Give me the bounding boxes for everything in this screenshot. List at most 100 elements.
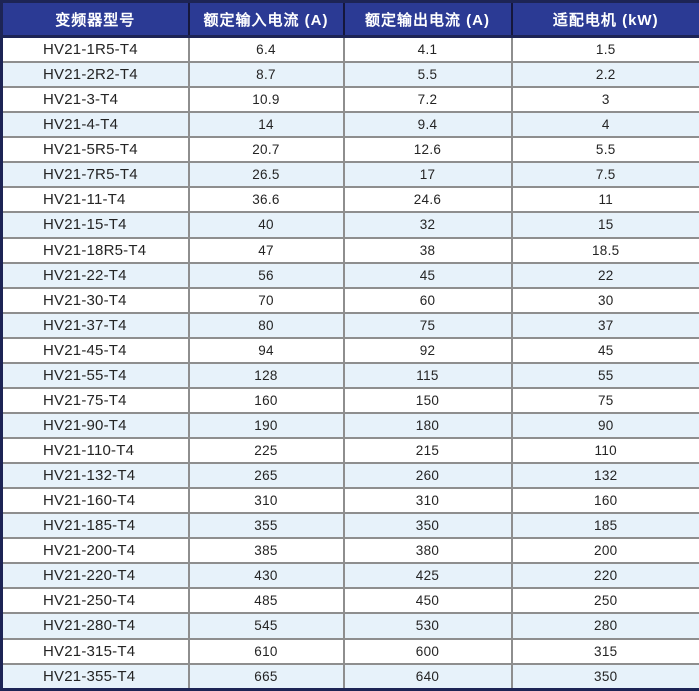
- value-cell: 545: [187, 612, 345, 640]
- value-cell: 6.4: [187, 35, 345, 64]
- model-cell: HV21-355-T4: [0, 662, 190, 691]
- model-cell: HV21-185-T4: [0, 512, 190, 540]
- value-cell: 5.5: [342, 61, 513, 89]
- model-cell: HV21-132-T4: [0, 462, 190, 490]
- value-cell: 55: [510, 361, 699, 389]
- table-row: HV21-280-T4 545 530 280: [0, 612, 699, 640]
- value-cell: 56: [187, 261, 345, 289]
- table-header: 变频器型号 额定输入电流 (A) 额定输出电流 (A) 适配电机 (kW): [1, 1, 699, 38]
- header-adapted-motor: 适配电机 (kW): [511, 1, 699, 38]
- value-cell: 2.2: [510, 61, 699, 89]
- value-cell: 47: [187, 236, 345, 264]
- value-cell: 610: [187, 637, 345, 665]
- value-cell: 92: [342, 336, 513, 364]
- value-cell: 60: [342, 286, 513, 314]
- value-cell: 70: [187, 286, 345, 314]
- table-row: HV21-2R2-T4 8.7 5.5 2.2: [0, 61, 699, 89]
- value-cell: 8.7: [187, 61, 345, 89]
- value-cell: 385: [187, 537, 345, 565]
- value-cell: 26.5: [187, 161, 345, 189]
- value-cell: 7.2: [342, 86, 513, 114]
- value-cell: 200: [510, 537, 699, 565]
- value-cell: 132: [510, 462, 699, 490]
- value-cell: 355: [187, 512, 345, 540]
- model-cell: HV21-45-T4: [0, 336, 190, 364]
- value-cell: 250: [510, 587, 699, 615]
- value-cell: 310: [187, 487, 345, 515]
- table-row: HV21-15-T4 40 32 15: [0, 211, 699, 239]
- model-cell: HV21-2R2-T4: [0, 61, 190, 89]
- value-cell: 22: [510, 261, 699, 289]
- table-row: HV21-132-T4 265 260 132: [0, 462, 699, 490]
- value-cell: 180: [342, 411, 513, 440]
- value-cell: 260: [342, 462, 513, 490]
- value-cell: 75: [510, 386, 699, 414]
- header-model: 变频器型号: [1, 1, 190, 38]
- table-row: HV21-160-T4 310 310 160: [0, 487, 699, 515]
- value-cell: 425: [342, 562, 513, 590]
- table-row: HV21-5R5-T4 20.7 12.6 5.5: [0, 136, 699, 164]
- table-row: HV21-185-T4 355 350 185: [0, 512, 699, 540]
- value-cell: 160: [510, 487, 699, 515]
- value-cell: 90: [510, 411, 699, 440]
- model-cell: HV21-250-T4: [0, 587, 190, 615]
- table-row: HV21-250-T4 485 450 250: [0, 587, 699, 615]
- value-cell: 190: [187, 411, 345, 440]
- value-cell: 14: [187, 111, 345, 139]
- value-cell: 4.1: [342, 35, 513, 64]
- model-cell: HV21-15-T4: [0, 211, 190, 239]
- value-cell: 640: [342, 662, 513, 691]
- value-cell: 18.5: [510, 236, 699, 264]
- value-cell: 5.5: [510, 136, 699, 164]
- value-cell: 150: [342, 386, 513, 414]
- value-cell: 430: [187, 562, 345, 590]
- model-cell: HV21-18R5-T4: [0, 236, 190, 264]
- model-cell: HV21-1R5-T4: [0, 35, 190, 64]
- value-cell: 128: [187, 361, 345, 389]
- value-cell: 3: [510, 86, 699, 114]
- value-cell: 350: [342, 512, 513, 540]
- value-cell: 350: [510, 662, 699, 691]
- model-cell: HV21-200-T4: [0, 537, 190, 565]
- table-row: HV21-355-T4 665 640 350: [0, 662, 699, 691]
- table-row: HV21-1R5-T4 6.4 4.1 1.5: [0, 35, 699, 64]
- model-cell: HV21-90-T4: [0, 411, 190, 440]
- model-cell: HV21-315-T4: [0, 637, 190, 665]
- value-cell: 24.6: [342, 186, 513, 214]
- value-cell: 380: [342, 537, 513, 565]
- value-cell: 7.5: [510, 161, 699, 189]
- value-cell: 11: [510, 186, 699, 214]
- table-row: HV21-90-T4 190 180 90: [0, 411, 699, 440]
- value-cell: 450: [342, 587, 513, 615]
- model-cell: HV21-280-T4: [0, 612, 190, 640]
- model-cell: HV21-7R5-T4: [0, 161, 190, 189]
- model-cell: HV21-220-T4: [0, 562, 190, 590]
- table-body: HV21-1R5-T4 6.4 4.1 1.5 HV21-2R2-T4 8.7 5.5 2.2…: [0, 35, 699, 691]
- model-cell: HV21-55-T4: [0, 361, 190, 389]
- value-cell: 20.7: [187, 136, 345, 164]
- value-cell: 36.6: [187, 186, 345, 214]
- table-row: HV21-7R5-T4 26.5 17 7.5: [0, 161, 699, 189]
- value-cell: 220: [510, 562, 699, 590]
- value-cell: 530: [342, 612, 513, 640]
- table-row: HV21-75-T4 160 150 75: [0, 386, 699, 414]
- value-cell: 17: [342, 161, 513, 189]
- value-cell: 310: [342, 487, 513, 515]
- header-rated-output-current: 额定输出电流 (A): [343, 1, 513, 38]
- model-cell: HV21-11-T4: [0, 186, 190, 214]
- value-cell: 38: [342, 236, 513, 264]
- value-cell: 600: [342, 637, 513, 665]
- table-row: HV21-4-T4 14 9.4 4: [0, 111, 699, 139]
- model-cell: HV21-3-T4: [0, 86, 190, 114]
- table-row: HV21-220-T4 430 425 220: [0, 562, 699, 590]
- table-row: HV21-110-T4 225 215 110: [0, 437, 699, 465]
- table-row: HV21-37-T4 80 75 37: [0, 311, 699, 339]
- value-cell: 215: [342, 437, 513, 465]
- model-cell: HV21-75-T4: [0, 386, 190, 414]
- value-cell: 80: [187, 311, 345, 339]
- table-row: HV21-30-T4 70 60 30: [0, 286, 699, 314]
- table-row: HV21-18R5-T4 47 38 18.5: [0, 236, 699, 264]
- table-row: HV21-11-T4 36.6 24.6 11: [0, 186, 699, 214]
- model-cell: HV21-5R5-T4: [0, 136, 190, 164]
- model-cell: HV21-22-T4: [0, 261, 190, 289]
